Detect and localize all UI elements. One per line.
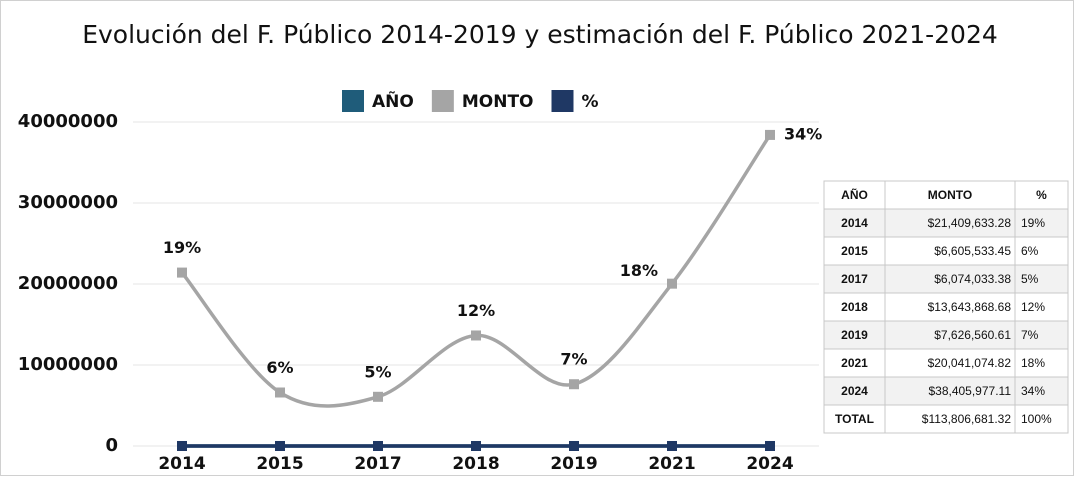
chart-title: Evolución del F. Público 2014-2019 y est… <box>82 20 998 49</box>
table-text: 2021 <box>841 356 868 370</box>
marker <box>569 379 579 389</box>
table-text: 5% <box>1021 272 1039 286</box>
legend-swatch <box>432 90 454 112</box>
table-text: $38,405,977.11 <box>928 384 1011 398</box>
table-text: 34% <box>1021 384 1045 398</box>
data-label: 7% <box>560 350 587 369</box>
table-text: $7,626,560.61 <box>934 328 1011 342</box>
marker <box>667 441 677 451</box>
table-text: 2014 <box>841 216 868 230</box>
marker <box>275 441 285 451</box>
y-tick-label: 20000000 <box>18 273 118 294</box>
data-label: 19% <box>163 238 201 257</box>
table-text: 6% <box>1021 244 1039 258</box>
x-tick-label: 2017 <box>354 454 401 474</box>
marker <box>667 279 677 289</box>
table-text: 12% <box>1021 300 1045 314</box>
table-text: $13,643,868.68 <box>928 300 1012 314</box>
table-header: MONTO <box>928 188 972 202</box>
legend-swatch <box>342 90 364 112</box>
data-label: 6% <box>266 358 293 377</box>
table-text: $6,605,533.45 <box>934 244 1011 258</box>
table-text: 2019 <box>841 328 868 342</box>
table-text: $21,409,633.28 <box>928 216 1012 230</box>
y-tick-label: 30000000 <box>18 192 118 213</box>
marker <box>569 441 579 451</box>
table-text: 18% <box>1021 356 1045 370</box>
legend-label: AÑO <box>372 89 414 112</box>
table-text: TOTAL <box>835 412 874 426</box>
marker <box>471 330 481 340</box>
x-tick-label: 2018 <box>452 454 499 474</box>
x-tick-label: 2021 <box>648 454 695 474</box>
marker <box>275 387 285 397</box>
table-text: 7% <box>1021 328 1039 342</box>
y-tick-label: 40000000 <box>18 111 118 132</box>
marker <box>177 441 187 451</box>
x-tick-label: 2014 <box>158 454 205 474</box>
table-text: $113,806,681.32 <box>922 412 1012 426</box>
table-header: % <box>1036 188 1047 202</box>
marker <box>765 130 775 140</box>
marker <box>177 268 187 278</box>
marker <box>373 392 383 402</box>
table-text: 100% <box>1021 412 1052 426</box>
data-label: 5% <box>364 362 391 381</box>
x-tick-label: 2024 <box>746 454 793 474</box>
x-tick-label: 2019 <box>550 454 597 474</box>
data-label: 34% <box>784 124 822 143</box>
table-text: 2015 <box>841 244 868 258</box>
table-text: 2024 <box>841 384 868 398</box>
data-label: 12% <box>457 301 495 320</box>
table-text: $6,074,033.38 <box>934 272 1011 286</box>
x-tick-label: 2015 <box>256 454 303 474</box>
table-text: 19% <box>1021 216 1045 230</box>
table-text: 2018 <box>841 300 868 314</box>
y-tick-label: 10000000 <box>18 354 118 375</box>
table-text: 2017 <box>841 272 868 286</box>
legend-label: % <box>582 92 599 112</box>
data-label: 18% <box>620 261 658 280</box>
marker <box>765 441 775 451</box>
marker <box>373 441 383 451</box>
table-header: AÑO <box>841 187 868 202</box>
marker <box>471 441 481 451</box>
legend-label: MONTO <box>462 92 534 112</box>
y-tick-label: 0 <box>105 435 118 456</box>
legend-swatch <box>552 90 574 112</box>
table-text: $20,041,074.82 <box>928 356 1012 370</box>
